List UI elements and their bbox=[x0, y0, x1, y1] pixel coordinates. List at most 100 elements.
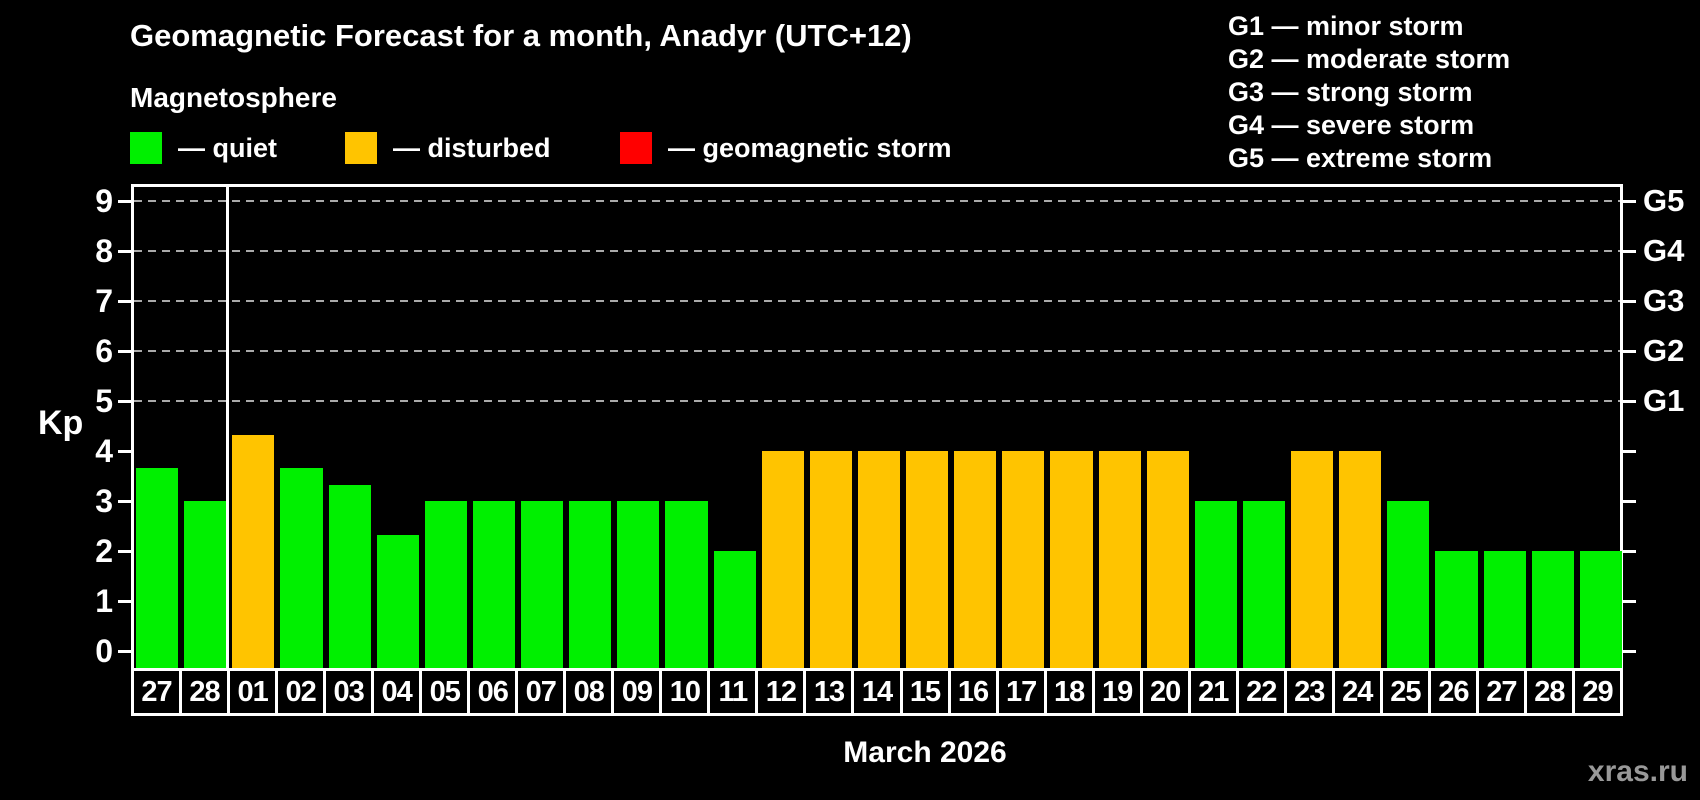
date-cell: 28 bbox=[182, 671, 231, 713]
kp-bar bbox=[1050, 451, 1093, 668]
kp-bar bbox=[1579, 551, 1622, 668]
gridline-kp9 bbox=[134, 200, 1620, 202]
kp-bar bbox=[1098, 451, 1141, 668]
date-cell: 27 bbox=[1479, 671, 1527, 713]
date-cell: 03 bbox=[326, 671, 375, 713]
date-cell: 07 bbox=[518, 671, 567, 713]
kp-bar bbox=[954, 451, 997, 668]
date-cell: 01 bbox=[230, 671, 279, 713]
month-separator-line bbox=[225, 184, 229, 668]
g-axis-label: G2 bbox=[1643, 333, 1685, 368]
date-cell: 26 bbox=[1431, 671, 1479, 713]
date-cell: 18 bbox=[1047, 671, 1095, 713]
kp-bar bbox=[136, 467, 179, 668]
right-axis-tick bbox=[1623, 249, 1636, 253]
date-cell: 23 bbox=[1287, 671, 1335, 713]
g-axis-label: G5 bbox=[1643, 183, 1685, 218]
kp-bar bbox=[1435, 551, 1478, 668]
magnetosphere-subtitle: Magnetosphere bbox=[130, 82, 337, 113]
date-cell: 14 bbox=[854, 671, 903, 713]
y-axis-tick bbox=[118, 549, 131, 553]
y-axis-tick bbox=[118, 399, 131, 403]
legend-quiet-label: — quiet bbox=[178, 132, 277, 163]
disturbed-swatch-icon bbox=[345, 132, 377, 164]
legend-item-storm: — geomagnetic storm bbox=[620, 130, 952, 166]
date-cell: 05 bbox=[422, 671, 471, 713]
g-axis-label: G3 bbox=[1643, 283, 1685, 318]
kp-bar bbox=[376, 534, 419, 668]
y-axis-label: 0 bbox=[95, 633, 113, 669]
kp-level-legend: — quiet — disturbed — geomagnetic storm bbox=[0, 130, 1100, 166]
kp-bar bbox=[665, 501, 708, 668]
kp-bar bbox=[1387, 501, 1430, 668]
gridline-kp7 bbox=[134, 300, 1620, 302]
y-axis-tick bbox=[118, 599, 131, 603]
date-cell: 27 bbox=[134, 671, 183, 713]
y-axis-label: 5 bbox=[95, 383, 113, 419]
y-axis-tick bbox=[118, 199, 131, 203]
kp-bar bbox=[521, 501, 564, 668]
right-axis-tick bbox=[1623, 199, 1636, 203]
g-legend-item: G5 — extreme storm bbox=[1228, 143, 1493, 173]
plot-right-border bbox=[1620, 184, 1623, 668]
kp-bar bbox=[713, 551, 756, 668]
date-axis-row: 27 28 01 02 03 04 05 06 07 08 09 10 11 12 13 14 15 16 17 18… bbox=[131, 668, 1623, 716]
y-axis-label: 8 bbox=[95, 233, 113, 269]
y-axis-tick bbox=[118, 349, 131, 353]
right-axis-tick bbox=[1623, 549, 1636, 553]
plot-top-border bbox=[131, 184, 1623, 187]
date-cell: 02 bbox=[278, 671, 327, 713]
date-cell: 10 bbox=[662, 671, 711, 713]
date-cell: 24 bbox=[1335, 671, 1383, 713]
gridline-kp8 bbox=[134, 250, 1620, 252]
date-cell: 04 bbox=[374, 671, 423, 713]
y-axis-label: 9 bbox=[95, 183, 113, 219]
kp-bar bbox=[809, 451, 852, 668]
y-axis-label: 2 bbox=[95, 533, 113, 569]
y-axis-title: Kp bbox=[38, 404, 84, 442]
kp-bar bbox=[617, 501, 660, 668]
y-axis-tick bbox=[118, 449, 131, 453]
quiet-swatch-icon bbox=[130, 132, 162, 164]
kp-bar bbox=[1531, 551, 1574, 668]
right-axis-tick bbox=[1623, 649, 1636, 653]
kp-bar bbox=[761, 451, 804, 668]
kp-bar bbox=[1002, 451, 1045, 668]
right-axis-tick bbox=[1623, 599, 1636, 603]
right-axis-tick bbox=[1623, 499, 1636, 503]
date-cell: 22 bbox=[1239, 671, 1287, 713]
legend-item-quiet: — quiet bbox=[130, 130, 277, 166]
date-cell: 20 bbox=[1143, 671, 1191, 713]
kp-bar bbox=[569, 501, 612, 668]
plot-area bbox=[131, 184, 1623, 668]
kp-bar bbox=[857, 451, 901, 668]
kp-bar bbox=[906, 451, 949, 668]
right-axis-tick bbox=[1623, 399, 1636, 403]
y-axis-tick bbox=[118, 499, 131, 503]
right-axis-tick bbox=[1623, 349, 1636, 353]
kp-bar bbox=[280, 467, 323, 668]
gridline-kp5 bbox=[134, 400, 1620, 402]
kp-bar bbox=[184, 501, 227, 668]
right-axis-tick bbox=[1623, 449, 1636, 453]
y-axis-label: 7 bbox=[95, 283, 113, 319]
legend-item-disturbed: — disturbed bbox=[345, 130, 551, 166]
kp-bar bbox=[1291, 451, 1334, 668]
date-cell: 17 bbox=[999, 671, 1047, 713]
kp-bar bbox=[472, 501, 516, 668]
date-cell: 08 bbox=[566, 671, 615, 713]
kp-bar bbox=[1242, 501, 1286, 668]
legend-disturbed-label: — disturbed bbox=[393, 132, 551, 163]
date-cell: 19 bbox=[1095, 671, 1143, 713]
date-cell: 12 bbox=[758, 671, 807, 713]
watermark: xras.ru bbox=[1587, 755, 1688, 788]
g-legend-item: G4 — severe storm bbox=[1228, 110, 1475, 140]
date-cell: 13 bbox=[806, 671, 855, 713]
y-axis-label: 1 bbox=[95, 583, 113, 619]
date-cell: 09 bbox=[614, 671, 663, 713]
date-cell: 15 bbox=[903, 671, 951, 713]
date-cell: 29 bbox=[1582, 675, 1613, 708]
g-axis-label: G1 bbox=[1643, 383, 1685, 418]
